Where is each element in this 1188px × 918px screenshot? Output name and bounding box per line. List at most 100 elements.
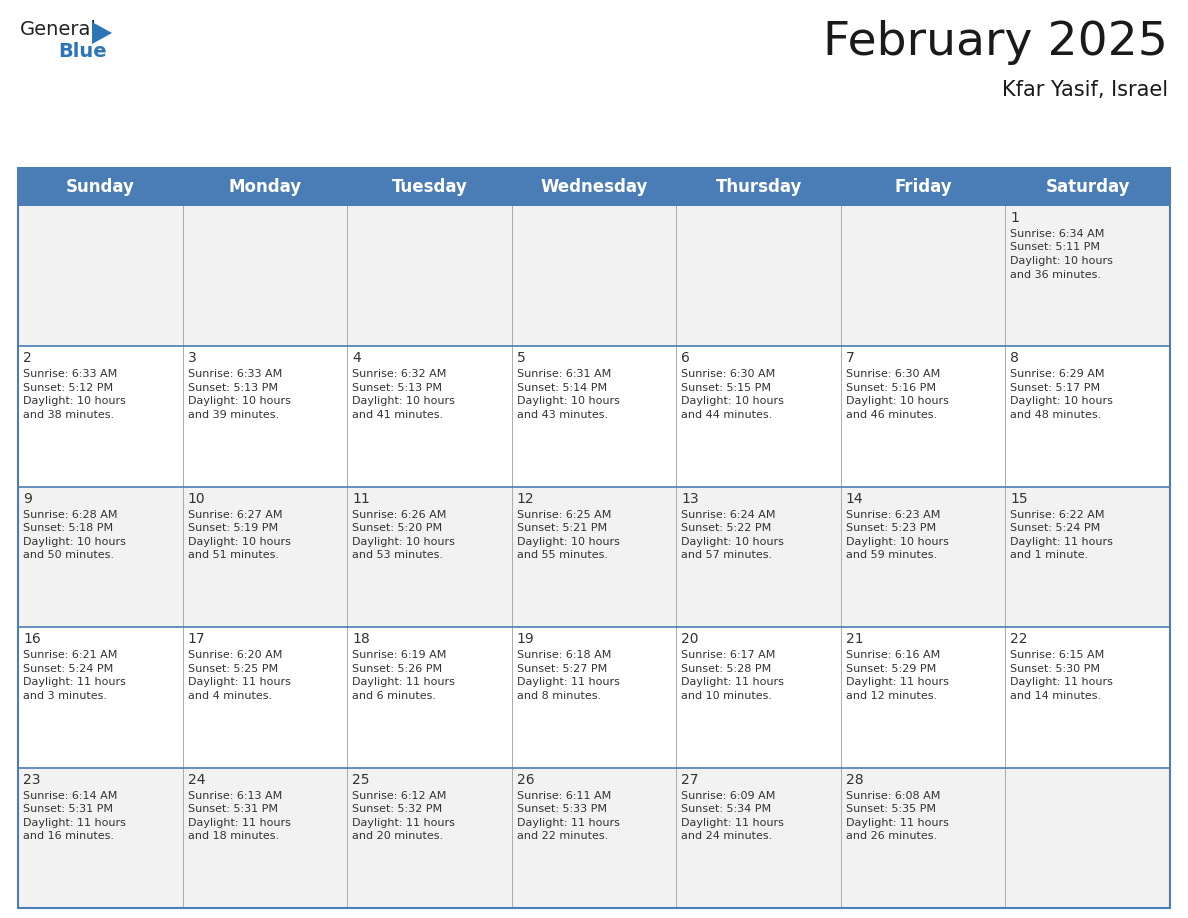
Text: Sunset: 5:34 PM: Sunset: 5:34 PM <box>681 804 771 814</box>
Text: and 14 minutes.: and 14 minutes. <box>1011 690 1101 700</box>
Text: Sunset: 5:13 PM: Sunset: 5:13 PM <box>188 383 278 393</box>
Text: Sunset: 5:31 PM: Sunset: 5:31 PM <box>188 804 278 814</box>
Text: Sunset: 5:33 PM: Sunset: 5:33 PM <box>517 804 607 814</box>
Text: and 55 minutes.: and 55 minutes. <box>517 550 608 560</box>
Text: Sunrise: 6:09 AM: Sunrise: 6:09 AM <box>681 790 776 800</box>
Text: Sunset: 5:16 PM: Sunset: 5:16 PM <box>846 383 936 393</box>
Text: and 41 minutes.: and 41 minutes. <box>352 410 443 420</box>
Text: Daylight: 10 hours: Daylight: 10 hours <box>846 397 949 407</box>
Text: Sunrise: 6:19 AM: Sunrise: 6:19 AM <box>352 650 447 660</box>
Text: and 50 minutes.: and 50 minutes. <box>23 550 114 560</box>
Text: Daylight: 10 hours: Daylight: 10 hours <box>352 537 455 547</box>
Text: and 3 minutes.: and 3 minutes. <box>23 690 107 700</box>
Text: Daylight: 11 hours: Daylight: 11 hours <box>188 677 290 688</box>
Text: Daylight: 11 hours: Daylight: 11 hours <box>517 818 620 828</box>
Polygon shape <box>91 22 112 44</box>
Text: Sunrise: 6:12 AM: Sunrise: 6:12 AM <box>352 790 447 800</box>
Text: Sunset: 5:22 PM: Sunset: 5:22 PM <box>681 523 771 533</box>
Text: Sunrise: 6:13 AM: Sunrise: 6:13 AM <box>188 790 282 800</box>
Text: Sunset: 5:24 PM: Sunset: 5:24 PM <box>1011 523 1100 533</box>
Text: Sunset: 5:19 PM: Sunset: 5:19 PM <box>188 523 278 533</box>
Text: Daylight: 10 hours: Daylight: 10 hours <box>188 537 290 547</box>
Text: Daylight: 11 hours: Daylight: 11 hours <box>1011 677 1113 688</box>
Text: February 2025: February 2025 <box>823 20 1168 65</box>
Text: Sunrise: 6:30 AM: Sunrise: 6:30 AM <box>846 369 940 379</box>
Text: Daylight: 10 hours: Daylight: 10 hours <box>352 397 455 407</box>
Bar <box>18 627 1170 767</box>
Text: 6: 6 <box>681 352 690 365</box>
Text: Daylight: 10 hours: Daylight: 10 hours <box>23 537 126 547</box>
Text: and 59 minutes.: and 59 minutes. <box>846 550 937 560</box>
Text: Sunset: 5:18 PM: Sunset: 5:18 PM <box>23 523 113 533</box>
Text: Daylight: 10 hours: Daylight: 10 hours <box>1011 256 1113 266</box>
Text: Sunrise: 6:32 AM: Sunrise: 6:32 AM <box>352 369 447 379</box>
Text: Saturday: Saturday <box>1045 178 1130 196</box>
Text: Sunset: 5:14 PM: Sunset: 5:14 PM <box>517 383 607 393</box>
Text: Daylight: 11 hours: Daylight: 11 hours <box>23 818 126 828</box>
Text: 21: 21 <box>846 633 864 646</box>
Text: Daylight: 10 hours: Daylight: 10 hours <box>23 397 126 407</box>
Text: Sunrise: 6:33 AM: Sunrise: 6:33 AM <box>188 369 282 379</box>
Text: Daylight: 10 hours: Daylight: 10 hours <box>681 537 784 547</box>
Text: Sunrise: 6:33 AM: Sunrise: 6:33 AM <box>23 369 118 379</box>
Text: Daylight: 11 hours: Daylight: 11 hours <box>846 677 949 688</box>
Text: 15: 15 <box>1011 492 1028 506</box>
Text: Daylight: 11 hours: Daylight: 11 hours <box>352 818 455 828</box>
Bar <box>18 168 1170 908</box>
Text: Sunrise: 6:24 AM: Sunrise: 6:24 AM <box>681 509 776 520</box>
Text: and 26 minutes.: and 26 minutes. <box>846 831 937 841</box>
Text: Sunrise: 6:21 AM: Sunrise: 6:21 AM <box>23 650 118 660</box>
Text: Wednesday: Wednesday <box>541 178 647 196</box>
Text: Sunrise: 6:26 AM: Sunrise: 6:26 AM <box>352 509 447 520</box>
Text: and 36 minutes.: and 36 minutes. <box>1011 270 1101 279</box>
Text: Sunset: 5:28 PM: Sunset: 5:28 PM <box>681 664 771 674</box>
Text: 20: 20 <box>681 633 699 646</box>
Text: 23: 23 <box>23 773 40 787</box>
Text: Sunset: 5:13 PM: Sunset: 5:13 PM <box>352 383 442 393</box>
Text: Daylight: 10 hours: Daylight: 10 hours <box>1011 397 1113 407</box>
Text: 5: 5 <box>517 352 525 365</box>
Text: General: General <box>20 20 97 39</box>
Text: 4: 4 <box>352 352 361 365</box>
Text: Sunrise: 6:30 AM: Sunrise: 6:30 AM <box>681 369 776 379</box>
Text: Sunset: 5:29 PM: Sunset: 5:29 PM <box>846 664 936 674</box>
Text: and 10 minutes.: and 10 minutes. <box>681 690 772 700</box>
Text: Sunrise: 6:31 AM: Sunrise: 6:31 AM <box>517 369 611 379</box>
Text: Sunset: 5:21 PM: Sunset: 5:21 PM <box>517 523 607 533</box>
Text: Daylight: 11 hours: Daylight: 11 hours <box>1011 537 1113 547</box>
Text: Daylight: 11 hours: Daylight: 11 hours <box>517 677 620 688</box>
Text: Sunset: 5:30 PM: Sunset: 5:30 PM <box>1011 664 1100 674</box>
Text: 18: 18 <box>352 633 369 646</box>
Text: Sunrise: 6:22 AM: Sunrise: 6:22 AM <box>1011 509 1105 520</box>
Text: and 39 minutes.: and 39 minutes. <box>188 410 279 420</box>
Text: Sunrise: 6:34 AM: Sunrise: 6:34 AM <box>1011 229 1105 239</box>
Text: Sunset: 5:25 PM: Sunset: 5:25 PM <box>188 664 278 674</box>
Text: and 1 minute.: and 1 minute. <box>1011 550 1088 560</box>
Text: 26: 26 <box>517 773 535 787</box>
Text: and 51 minutes.: and 51 minutes. <box>188 550 278 560</box>
Text: 12: 12 <box>517 492 535 506</box>
Text: Sunset: 5:27 PM: Sunset: 5:27 PM <box>517 664 607 674</box>
Text: Sunset: 5:35 PM: Sunset: 5:35 PM <box>846 804 936 814</box>
Bar <box>18 168 1170 206</box>
Text: and 12 minutes.: and 12 minutes. <box>846 690 937 700</box>
Text: 7: 7 <box>846 352 854 365</box>
Bar <box>18 206 1170 346</box>
Text: Sunrise: 6:11 AM: Sunrise: 6:11 AM <box>517 790 611 800</box>
Text: 22: 22 <box>1011 633 1028 646</box>
Text: Blue: Blue <box>58 42 107 61</box>
Text: and 24 minutes.: and 24 minutes. <box>681 831 772 841</box>
Text: 19: 19 <box>517 633 535 646</box>
Text: 25: 25 <box>352 773 369 787</box>
Text: 13: 13 <box>681 492 699 506</box>
Text: 24: 24 <box>188 773 206 787</box>
Text: and 38 minutes.: and 38 minutes. <box>23 410 114 420</box>
Text: Daylight: 11 hours: Daylight: 11 hours <box>681 818 784 828</box>
Text: 27: 27 <box>681 773 699 787</box>
Text: Sunrise: 6:15 AM: Sunrise: 6:15 AM <box>1011 650 1105 660</box>
Text: 1: 1 <box>1011 211 1019 225</box>
Text: Daylight: 10 hours: Daylight: 10 hours <box>846 537 949 547</box>
Text: Thursday: Thursday <box>715 178 802 196</box>
Text: Daylight: 11 hours: Daylight: 11 hours <box>23 677 126 688</box>
Text: Daylight: 10 hours: Daylight: 10 hours <box>517 537 620 547</box>
